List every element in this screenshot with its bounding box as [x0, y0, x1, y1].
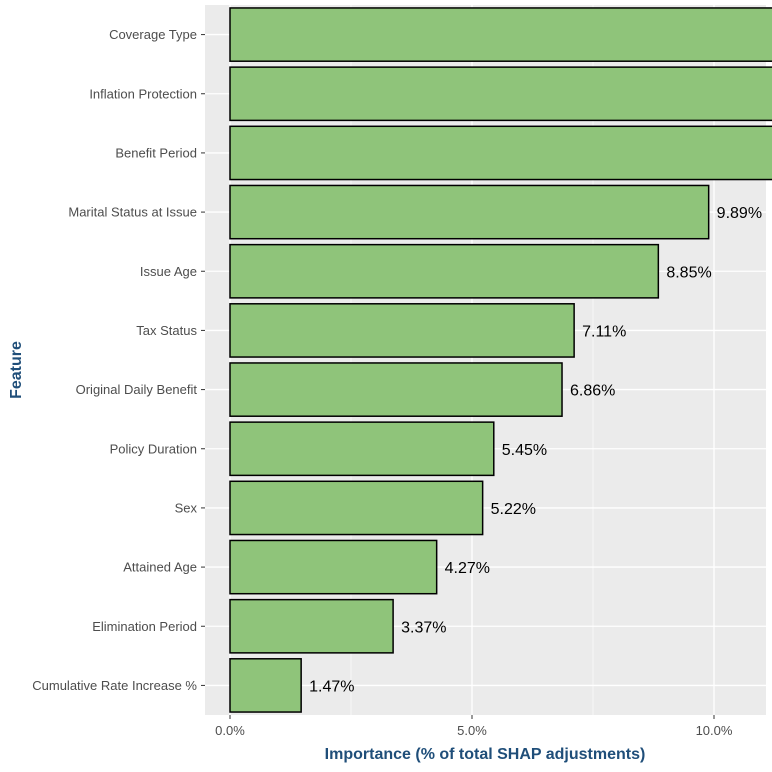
bars	[229, 7, 772, 713]
y-tick-label: Benefit Period	[115, 145, 197, 160]
data-label: 8.85%	[666, 264, 711, 281]
bar	[229, 480, 484, 536]
data-label: 9.89%	[717, 205, 762, 222]
bar	[229, 184, 710, 240]
data-label: 5.45%	[502, 442, 547, 459]
y-axis-title: Feature	[8, 341, 25, 399]
minor-gridlines	[350, 5, 594, 715]
x-tick-label: 10.0%	[696, 723, 733, 738]
y-tick-label: Issue Age	[140, 264, 197, 279]
y-axis-ticks: Coverage Type Inflation Protection Benefit…	[32, 27, 205, 693]
y-tick-label: Sex	[175, 500, 198, 515]
y-tick-label: Cumulative Rate Increase %	[32, 678, 197, 693]
y-tick-label: Marital Status at Issue	[68, 205, 197, 220]
y-tick-label: Attained Age	[123, 560, 197, 575]
x-tick-label: 0.0%	[215, 723, 245, 738]
bar	[229, 658, 302, 713]
bar	[229, 7, 772, 62]
bar	[229, 539, 438, 595]
data-labels: 18.10%15.17%14.24%9.89%8.85%7.11%6.86%5.…	[309, 205, 762, 695]
bar	[229, 243, 660, 299]
data-label: 1.47%	[309, 678, 354, 695]
y-tick-label: Elimination Period	[92, 619, 197, 634]
y-tick-label: Coverage Type	[109, 27, 197, 42]
bar	[229, 362, 563, 417]
data-label: 7.11%	[582, 323, 626, 340]
data-label: 5.22%	[491, 501, 536, 518]
x-tick-label: 5.0%	[457, 723, 487, 738]
y-tick-label: Policy Duration	[110, 441, 197, 456]
bar	[229, 303, 575, 358]
bar	[229, 66, 772, 122]
bar	[229, 125, 772, 181]
x-axis-title: Importance (% of total SHAP adjustments)	[325, 746, 646, 763]
bar	[229, 598, 394, 654]
bar	[229, 421, 495, 477]
x-axis-ticks: 0.0%5.0%10.0%15.0%20.0%	[215, 715, 733, 738]
y-tick-label: Inflation Protection	[89, 86, 197, 101]
y-tick-label: Tax Status	[136, 323, 197, 338]
data-label: 6.86%	[570, 383, 615, 400]
y-tick-label: Original Daily Benefit	[76, 382, 198, 397]
data-label: 3.37%	[401, 619, 446, 636]
plot-panel	[205, 5, 766, 715]
data-label: 4.27%	[445, 560, 490, 577]
